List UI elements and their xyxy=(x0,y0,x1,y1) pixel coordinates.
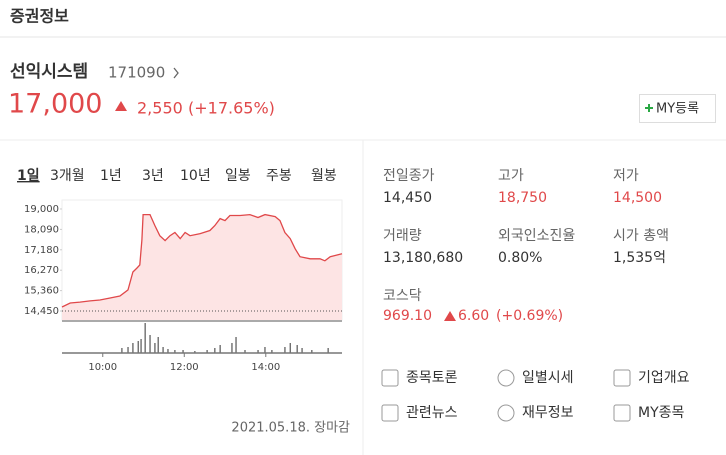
stat-value: 14,450 xyxy=(383,190,432,206)
header-title: 증권정보 xyxy=(10,7,69,26)
y-tick-label: 17,180 xyxy=(24,245,59,256)
plus-icon xyxy=(645,104,653,112)
stat-value: 0.80% xyxy=(498,250,542,266)
stat-value: 1,535억 xyxy=(613,250,666,266)
index-change: 6.60 xyxy=(458,308,489,324)
stat-label: 거래량 xyxy=(383,228,422,244)
link-label[interactable]: MY종목 xyxy=(638,405,685,421)
y-tick-label: 19,000 xyxy=(24,204,59,215)
period-tab[interactable]: 3년 xyxy=(142,168,164,184)
link-icon xyxy=(497,369,515,387)
link-label[interactable]: 종목토론 xyxy=(406,370,458,386)
stat-label: 저가 xyxy=(613,168,639,184)
stat-label: 시가 총액 xyxy=(613,228,669,244)
stat-value: 13,180,680 xyxy=(383,250,463,266)
period-tab[interactable]: 월봉 xyxy=(311,168,337,184)
my-button[interactable] xyxy=(639,94,716,123)
stock-price: 17,000 xyxy=(8,89,102,120)
index-value: 969.10 xyxy=(383,308,432,324)
y-tick-label: 18,090 xyxy=(24,224,59,235)
period-tab[interactable]: 1년 xyxy=(100,168,122,184)
y-tick-label: 14,450 xyxy=(24,306,59,317)
x-tick-label: 10:00 xyxy=(88,362,117,373)
link-icon xyxy=(381,404,399,422)
stock-change: 2,550 xyxy=(137,99,183,118)
link-label[interactable]: 관련뉴스 xyxy=(406,405,458,421)
stat-value: 14,500 xyxy=(613,190,662,206)
link-label[interactable]: 재무정보 xyxy=(522,405,574,421)
y-tick-label: 16,270 xyxy=(24,265,59,276)
link-icon xyxy=(381,369,399,387)
y-tick-label: 15,360 xyxy=(24,286,59,297)
period-tab[interactable]: 10년 xyxy=(180,168,211,184)
link-icon xyxy=(613,404,631,422)
stock-change-pct: (+17.65%) xyxy=(188,99,275,118)
price-line xyxy=(61,213,343,308)
stat-value: 18,750 xyxy=(498,190,547,206)
link-label[interactable]: 일별시세 xyxy=(522,370,574,386)
link-icon xyxy=(497,404,515,422)
period-tab[interactable]: 일봉 xyxy=(225,168,251,184)
period-tab[interactable]: 3개월 xyxy=(50,168,85,184)
my-button-label[interactable]: MY등록 xyxy=(656,102,699,117)
price-area xyxy=(62,214,342,320)
link-icon xyxy=(613,369,631,387)
stock-name[interactable]: 선익시스템 xyxy=(10,62,88,82)
index-label: 코스닥 xyxy=(383,288,422,304)
link-label[interactable]: 기업개요 xyxy=(638,370,690,386)
up-arrow xyxy=(444,311,456,321)
stat-label: 외국인소진율 xyxy=(498,228,575,244)
chevron-icon xyxy=(173,67,179,79)
x-tick-label: 14:00 xyxy=(251,362,280,373)
stat-label: 고가 xyxy=(498,168,524,184)
footer-status: 2021.05.18. 장마감 xyxy=(231,421,350,436)
stock-code[interactable]: 171090 xyxy=(108,64,165,82)
period-tab[interactable]: 1일 xyxy=(17,168,40,184)
index-change-pct: (+0.69%) xyxy=(496,308,563,324)
x-tick-label: 12:00 xyxy=(170,362,199,373)
period-tab[interactable]: 주봉 xyxy=(266,168,292,184)
up-arrow xyxy=(115,101,127,111)
stat-label: 전일종가 xyxy=(383,168,435,184)
